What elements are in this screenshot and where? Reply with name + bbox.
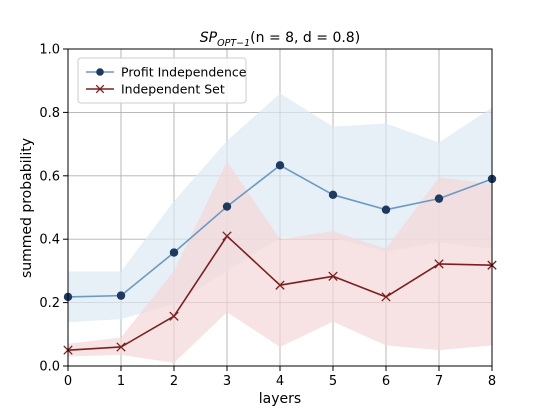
chart-title-suffix: (n = 8, d = 0.8) (250, 30, 360, 46)
x-tick-label: 5 (329, 374, 337, 389)
data-point-independent-set (381, 292, 391, 302)
y-tick-label: 0.2 (39, 296, 60, 311)
data-point-independent-set (169, 311, 179, 321)
legend-frame (77, 57, 247, 104)
legend-marker-profit-independence (96, 68, 104, 76)
data-point-independent-set (434, 259, 444, 269)
x-tick-label: 6 (382, 374, 390, 389)
chart-title: SPOPT−1(n = 8, d = 0.8) (200, 30, 360, 49)
band-profit-independence (68, 93, 492, 323)
x-tick-label: 3 (223, 374, 231, 389)
x-tick-label: 7 (435, 374, 443, 389)
x-tick-label: 1 (117, 374, 125, 389)
data-point-independent-set (116, 342, 126, 352)
legend-label-independent-set: Independent Set (121, 82, 225, 97)
data-point-profit-independence (222, 202, 232, 211)
x-tick-label: 0 (64, 374, 72, 389)
data-point-profit-independence (275, 161, 285, 170)
y-tick-label: 0.4 (39, 233, 60, 248)
x-tick-label: 2 (170, 374, 178, 389)
y-tick-label: 1.0 (39, 43, 60, 58)
data-point-independent-set (275, 280, 285, 290)
y-tick-label: 0.6 (39, 169, 60, 184)
y-tick-label: 0.8 (39, 106, 60, 121)
x-tick-label: 4 (276, 374, 284, 389)
band-independent-set (68, 161, 492, 363)
data-point-profit-independence (434, 194, 444, 203)
data-point-profit-independence (328, 190, 338, 200)
data-point-independent-set (328, 271, 338, 281)
x-axis-label: layers (259, 391, 301, 407)
chart-title-subscript: OPT−1 (217, 38, 250, 49)
data-point-profit-independence (116, 291, 126, 300)
axes: 0 1 2 3 4 5 6 7 8 0.0 0.2 0.4 0.6 0.8 1.0 (39, 43, 496, 390)
y-axis-label: summed probability (19, 138, 35, 278)
x-tick-label: 8 (488, 374, 496, 389)
confidence-bands (68, 93, 492, 363)
legend: Profit Independence Independent Set (77, 57, 247, 104)
data-point-profit-independence (381, 205, 391, 214)
chart-title-prefix: SP (200, 30, 218, 46)
y-tick-label: 0.0 (39, 360, 60, 375)
data-point-profit-independence (169, 248, 179, 257)
legend-marker-independent-set (95, 84, 105, 94)
legend-label-profit-independence: Profit Independence (121, 65, 247, 80)
data-point-independent-set (222, 231, 232, 241)
